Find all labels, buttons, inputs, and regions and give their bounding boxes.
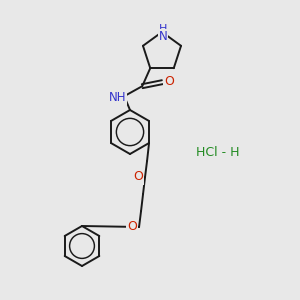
Text: HCl - H: HCl - H (196, 146, 240, 158)
Text: NH: NH (109, 91, 126, 104)
Text: O: O (164, 75, 174, 88)
Text: O: O (127, 220, 137, 233)
Text: H: H (159, 24, 167, 34)
Text: N: N (159, 29, 167, 43)
Text: O: O (133, 170, 143, 184)
